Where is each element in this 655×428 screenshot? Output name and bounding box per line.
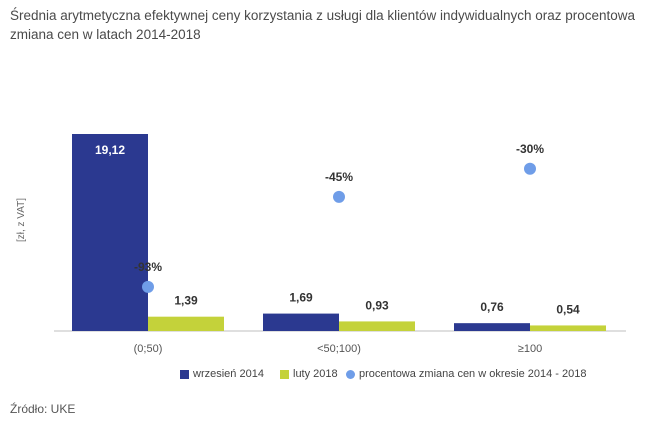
change-point-2 xyxy=(524,162,536,175)
legend-label-2018: luty 2018 xyxy=(293,368,338,380)
bar-label-2014-2: 0,76 xyxy=(480,300,504,314)
change-point-1 xyxy=(333,190,345,203)
y-axis-label: [zł, z VAT] xyxy=(16,198,27,242)
legend-label-change: procentowa zmiana cen w okresie 2014 - 2… xyxy=(359,368,587,380)
bar-label-2018-0: 1,39 xyxy=(174,294,198,308)
change-label-0: -93% xyxy=(134,260,162,274)
bar-2014-2 xyxy=(454,323,530,331)
bar-label-2014-1: 1,69 xyxy=(289,291,313,305)
legend-swatch-2018 xyxy=(280,369,289,379)
legend-item-2018: luty 2018 xyxy=(280,368,338,380)
x-tick-labels: (0;50) <50;100) ≥100 xyxy=(134,343,543,355)
bar-label-2014-0: 19,12 xyxy=(95,143,125,157)
legend-label-2014: wrzesień 2014 xyxy=(193,368,264,380)
legend-item-change: procentowa zmiana cen w okresie 2014 - 2… xyxy=(346,368,586,380)
x-tick-label-0: (0;50) xyxy=(134,343,163,355)
bar-2018-1 xyxy=(339,321,415,331)
legend-swatch-2014 xyxy=(180,369,189,379)
bar-2018-2 xyxy=(530,325,606,331)
bar-label-2018-2: 0,54 xyxy=(556,302,580,316)
change-point-0 xyxy=(142,280,154,293)
x-tick-label-1: <50;100) xyxy=(317,343,361,355)
bar-label-2018-1: 0,93 xyxy=(365,298,389,312)
change-label-2: -30% xyxy=(516,142,544,156)
bar-2014-0 xyxy=(72,134,148,331)
bars-group: 19,12 1,39 -93% 1,69 0,93 -45% 0,76 0,54 -30% xyxy=(72,134,606,331)
chart-title: Średnia arytmetyczna efektywnej ceny kor… xyxy=(10,8,636,42)
bar-2014-1 xyxy=(263,313,339,331)
bar-2018-0 xyxy=(148,316,224,331)
change-label-1: -45% xyxy=(325,170,353,184)
legend-item-2014: wrzesień 2014 xyxy=(180,368,264,380)
source-note: Źródło: UKE xyxy=(10,402,76,416)
legend: wrzesień 2014 luty 2018 procentowa zmian… xyxy=(0,368,655,384)
x-tick-label-2: ≥100 xyxy=(518,343,542,355)
legend-dot-change xyxy=(346,369,355,379)
